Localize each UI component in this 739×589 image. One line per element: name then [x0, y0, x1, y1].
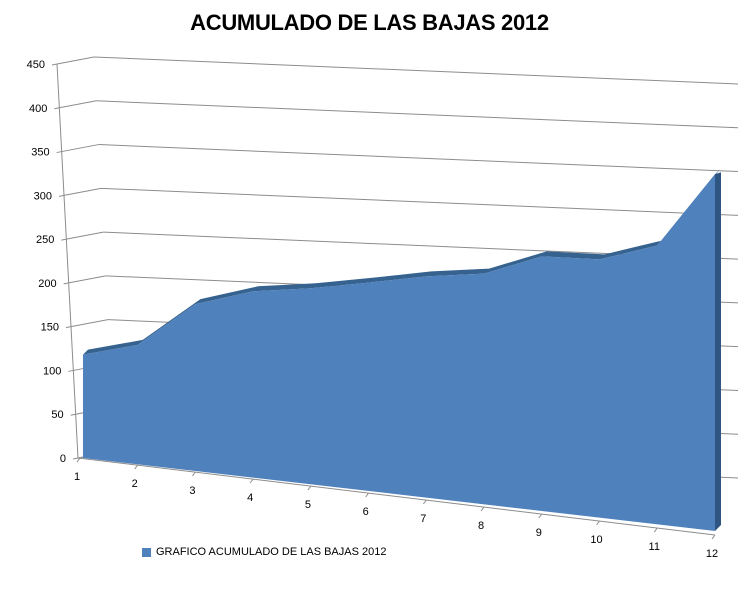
x-axis-line	[77, 457, 716, 536]
y-tick-mark	[54, 107, 60, 110]
x-tick-mark	[538, 513, 543, 519]
x-tick-mark	[134, 464, 139, 470]
x-tick-label: 6	[363, 506, 369, 518]
y-tick-mark	[70, 413, 76, 416]
y-axis-line	[56, 63, 79, 459]
x-tick-label: 4	[247, 492, 253, 504]
x-tick-label: 5	[305, 499, 311, 511]
y-tick-label: 450	[27, 59, 45, 71]
gridline-side	[56, 56, 95, 65]
y-tick-mark	[63, 282, 69, 285]
x-tick-label: 10	[590, 534, 602, 546]
x-tick-mark	[365, 492, 370, 498]
y-tick-label: 300	[34, 190, 52, 202]
x-tick-label: 2	[132, 478, 138, 490]
y-tick-label: 200	[38, 278, 56, 290]
y-tick-mark	[51, 63, 58, 66]
gridline-side	[68, 275, 106, 284]
y-tick-label: 400	[29, 103, 47, 115]
data-area	[82, 169, 721, 532]
x-tick-mark	[192, 471, 196, 477]
y-tick-label: 0	[60, 453, 66, 465]
x-tick-mark	[711, 534, 716, 540]
x-tick-label: 1	[74, 471, 80, 483]
y-tick-label: 50	[51, 409, 63, 421]
y-tick-label: 150	[41, 322, 59, 334]
x-tick-mark	[249, 478, 254, 484]
x-tick-mark	[653, 527, 658, 533]
y-tick-mark	[68, 369, 74, 372]
legend-label: GRAFICO ACUMULADO DE LAS BAJAS 2012	[156, 546, 387, 558]
area-series-fill	[83, 174, 715, 532]
gridline-side	[59, 100, 97, 109]
y-tick-labels: 0 50 100 150 200 250 300 350 400 450	[27, 59, 79, 465]
gridline	[93, 56, 739, 85]
x-tick-mark	[422, 499, 427, 505]
gridline-side	[63, 187, 102, 196]
y-tick-label: 100	[43, 365, 61, 377]
x-tick-mark	[480, 506, 485, 512]
x-tick-label: 3	[189, 485, 195, 497]
x-tick-mark	[307, 485, 312, 491]
legend-swatch	[142, 547, 151, 557]
area-side-face	[715, 172, 721, 532]
y-tick-mark	[65, 326, 72, 329]
y-tick-label: 250	[36, 234, 54, 246]
x-tick-label: 11	[649, 541, 660, 553]
x-tick-label: 8	[478, 520, 484, 532]
y-tick-mark	[58, 194, 65, 197]
y-tick-mark	[72, 457, 79, 460]
legend: GRAFICO ACUMULADO DE LAS BAJAS 2012	[142, 546, 386, 558]
gridline-side	[70, 319, 109, 328]
x-tick-label: 7	[420, 513, 426, 525]
gridline	[96, 100, 739, 129]
y-tick-mark	[56, 151, 62, 154]
x-tick-mark	[76, 457, 81, 463]
chart-title: ACUMULADO DE LAS BAJAS 2012	[190, 10, 549, 35]
gridline	[100, 187, 739, 216]
gridline-side	[66, 231, 104, 240]
gridline-side	[61, 144, 99, 153]
gridline	[98, 144, 739, 173]
y-tick-mark	[61, 238, 67, 241]
y-tick-label: 350	[31, 147, 49, 159]
x-tick-label: 12	[706, 548, 718, 560]
x-tick-mark	[596, 520, 600, 526]
x-tick-label: 9	[536, 527, 542, 539]
